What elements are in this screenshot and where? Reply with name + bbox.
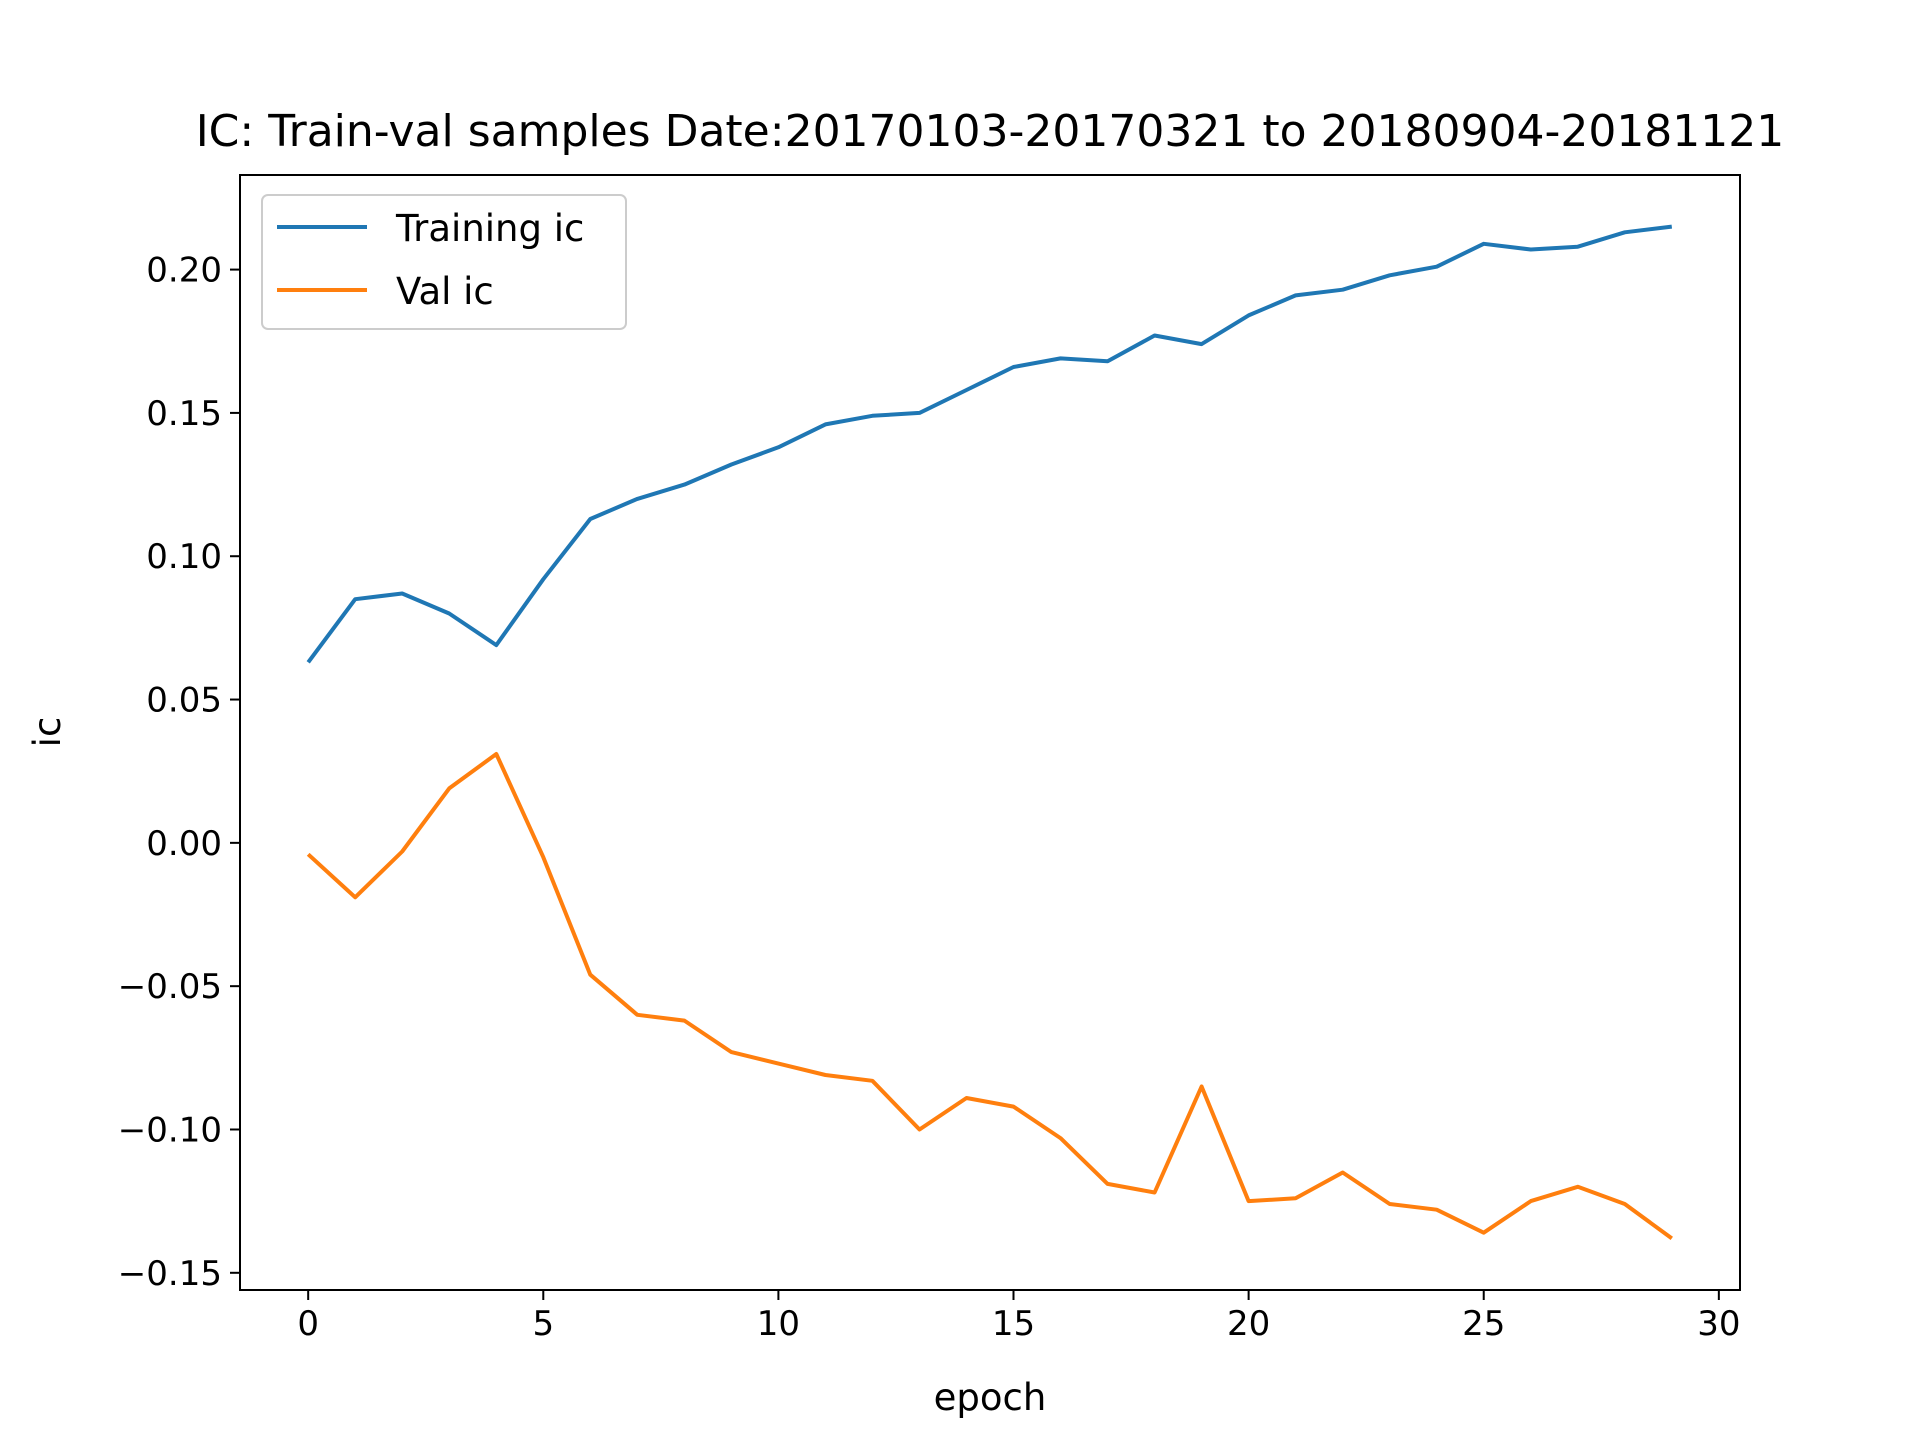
axes-frame xyxy=(239,174,1741,1291)
x-tick-label: 30 xyxy=(1697,1304,1740,1344)
series-line-training-ic xyxy=(306,224,1673,664)
legend-label-training: Training ic xyxy=(395,207,584,250)
y-axis-label: ic xyxy=(26,717,69,748)
chart-title: IC: Train-val samples Date:20170103-2017… xyxy=(196,106,1785,157)
y-tick-label: 0.05 xyxy=(146,681,222,721)
plot-area xyxy=(239,174,1741,1291)
x-tick-label: 15 xyxy=(992,1304,1035,1344)
x-axis-label: epoch xyxy=(934,1376,1047,1419)
x-axis: 0 5 10 15 20 25 30 xyxy=(297,1290,1740,1344)
series-layer xyxy=(306,224,1673,1241)
y-tick-label: 0.10 xyxy=(146,537,222,577)
y-tick-label: −0.15 xyxy=(118,1254,222,1294)
y-tick-label: 0.00 xyxy=(146,824,222,864)
x-tick-label: 5 xyxy=(532,1304,554,1344)
y-axis: −0.15 −0.10 −0.05 0.00 0.05 0.10 0.15 0.20 xyxy=(118,251,240,1294)
x-tick-label: 20 xyxy=(1227,1304,1270,1344)
x-tick-label: 10 xyxy=(757,1304,800,1344)
legend: Training ic Val ic xyxy=(261,194,627,330)
x-tick-label: 0 xyxy=(297,1304,319,1344)
y-tick-label: −0.05 xyxy=(118,967,222,1007)
y-tick-label: 0.15 xyxy=(146,394,222,434)
legend-label-val: Val ic xyxy=(396,270,494,313)
series-line-val-ic xyxy=(306,752,1673,1241)
y-tick-label: −0.10 xyxy=(118,1110,222,1150)
x-tick-label: 25 xyxy=(1462,1304,1505,1344)
y-tick-label: 0.20 xyxy=(146,251,222,291)
